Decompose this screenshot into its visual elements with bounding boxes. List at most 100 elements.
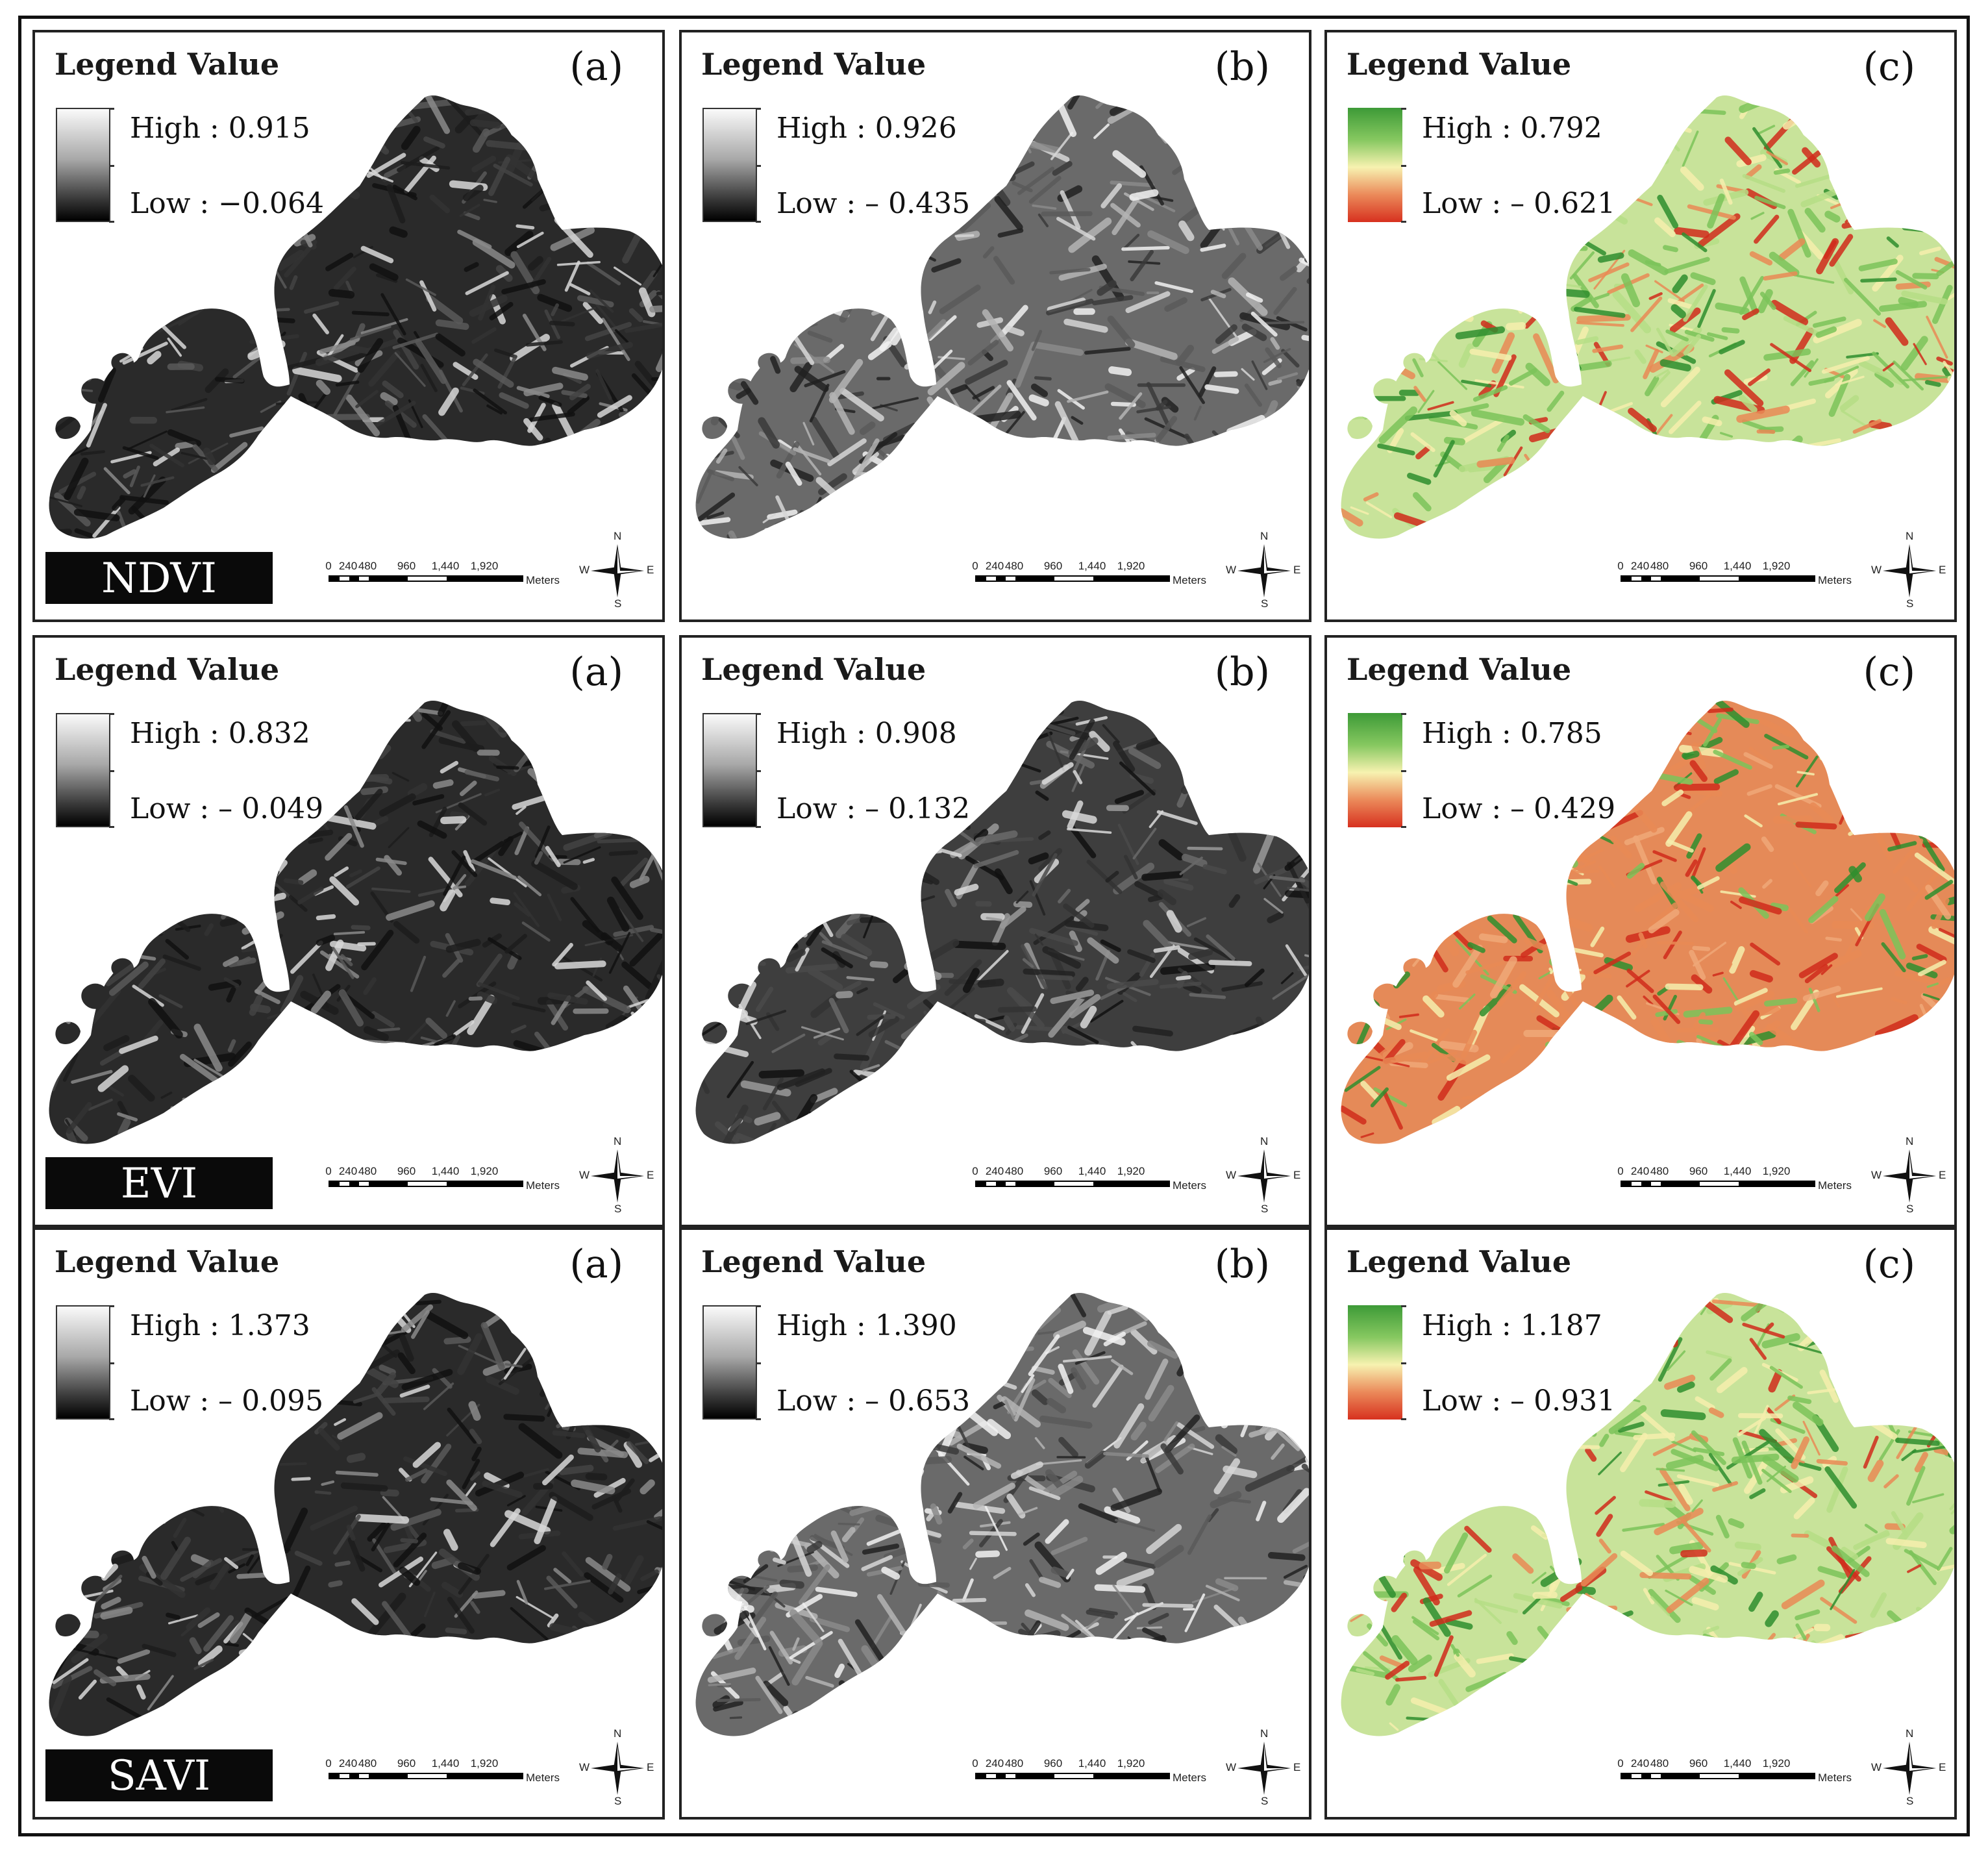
- legend-tick: [1401, 770, 1406, 772]
- study-area-map: [49, 1293, 662, 1736]
- map-panel: Legend Value (a) High : 0.915 Low : −0.064 0…: [32, 30, 665, 622]
- scale-bar-ticks: 0 240 480 960 1,440 1,920: [972, 560, 1196, 574]
- scale-bar-ticks: 0 240 480 960 1,440 1,920: [325, 1757, 549, 1771]
- figure-frame: [18, 16, 1970, 1836]
- compass-w-label: W: [579, 1761, 590, 1773]
- scale-tick-label: 480: [1650, 1757, 1669, 1770]
- legend-tick: [1401, 1305, 1406, 1307]
- scale-bar-graphic: [1621, 1181, 1815, 1187]
- scale-bar: 0 240 480 960 1,440 1,920 Meters: [1617, 560, 1852, 599]
- scale-tick-label: 1,440: [431, 1165, 460, 1177]
- legend-high-value: High : 1.373: [130, 1309, 310, 1342]
- legend-title: Legend Value: [1347, 47, 1572, 82]
- legend-tick: [109, 221, 114, 223]
- compass-s-label: S: [1906, 1203, 1914, 1215]
- scale-bar: 0 240 480 960 1,440 1,920 Meters: [1617, 1757, 1852, 1796]
- scale-tick-label: 1,920: [470, 1757, 499, 1770]
- scale-tick-label: 960: [1043, 560, 1063, 572]
- legend-tick: [109, 1305, 114, 1307]
- study-area-map: [49, 95, 662, 539]
- compass-s-label: S: [1906, 1795, 1914, 1807]
- legend-tick: [1401, 713, 1406, 715]
- legend-tick: [756, 1362, 761, 1364]
- north-arrow-icon: N S E W: [579, 1135, 654, 1215]
- scale-unit: Meters: [1173, 1771, 1206, 1784]
- panel-letter: (a): [569, 1242, 623, 1287]
- compass-n-label: N: [614, 530, 622, 542]
- legend-low-value: Low : – 0.653: [777, 1384, 971, 1418]
- scale-unit: Meters: [526, 1179, 560, 1192]
- compass-s-label: S: [1261, 1203, 1269, 1215]
- compass-w-label: W: [1226, 1761, 1237, 1773]
- scale-tick-label: 240: [1630, 560, 1650, 572]
- scale-tick-label: 960: [397, 560, 416, 572]
- legend-tick: [109, 826, 114, 828]
- panel-letter: (b): [1214, 649, 1270, 695]
- legend-color-ramp: [56, 1305, 110, 1420]
- legend-tick: [1401, 1362, 1406, 1364]
- scale-tick-label: 240: [985, 1165, 1004, 1177]
- compass-w-label: W: [1871, 564, 1882, 576]
- study-area-map: [1341, 95, 1954, 539]
- scale-tick-label: 1,440: [1078, 1165, 1106, 1177]
- legend-low-value: Low : – 0.435: [777, 187, 971, 220]
- compass-n-label: N: [614, 1727, 622, 1740]
- legend-title: Legend Value: [701, 652, 926, 687]
- scale-tick-label: 960: [1043, 1165, 1063, 1177]
- scale-tick-label: 240: [338, 1165, 358, 1177]
- legend-tick: [109, 165, 114, 167]
- legend-title: Legend Value: [1347, 1244, 1572, 1279]
- scale-bar-ticks: 0 240 480 960 1,440 1,920: [325, 560, 549, 574]
- scale-tick-label: 960: [1043, 1757, 1063, 1770]
- north-arrow-icon: N S E W: [1226, 1135, 1301, 1215]
- scale-bar-graphic: [975, 575, 1170, 582]
- compass-s-label: S: [614, 1795, 622, 1807]
- legend-low-value: Low : – 0.132: [777, 792, 971, 825]
- scale-tick-label: 1,920: [1762, 1165, 1791, 1177]
- legend-high-value: High : 0.832: [130, 717, 310, 750]
- scale-tick-label: 960: [397, 1165, 416, 1177]
- north-arrow-icon: N S E W: [1226, 1727, 1300, 1807]
- scale-unit: Meters: [1173, 1179, 1206, 1192]
- scale-tick-label: 1,440: [1078, 1757, 1106, 1770]
- scale-bar: 0 240 480 960 1,440 1,920 Meters: [1617, 1165, 1852, 1204]
- study-area-map: [49, 701, 662, 1144]
- legend-tick: [756, 713, 761, 715]
- legend-tick: [756, 108, 761, 110]
- legend-tick: [1401, 221, 1406, 223]
- map-panel: Legend Value (a) High : 0.832 Low : – 0.049…: [32, 635, 665, 1227]
- scale-bar-graphic: [975, 1773, 1170, 1779]
- scale-bar: 0 240 480 960 1,440 1,920 Meters: [972, 1165, 1206, 1204]
- legend-low-value: Low : −0.064: [130, 187, 324, 220]
- scale-tick-label: 480: [358, 1757, 377, 1770]
- scale-tick-label: 0: [1617, 1165, 1624, 1177]
- legend-tick: [756, 165, 761, 167]
- legend-color-ramp: [702, 713, 757, 827]
- scale-tick-label: 960: [397, 1757, 416, 1770]
- scale-bar-graphic: [329, 1773, 523, 1779]
- study-area-map: [695, 95, 1309, 539]
- scale-tick-label: 1,920: [470, 1165, 499, 1177]
- scale-tick-label: 1,440: [1723, 1757, 1752, 1770]
- legend-low-value: Low : – 0.931: [1422, 1384, 1616, 1418]
- legend-tick: [109, 108, 114, 110]
- legend-color-ramp: [1348, 108, 1402, 222]
- panel-letter: (a): [569, 44, 623, 90]
- legend-title: Legend Value: [55, 1244, 280, 1279]
- legend-tick: [1401, 165, 1406, 167]
- scale-tick-label: 960: [1689, 560, 1708, 572]
- compass-e-label: E: [1293, 1169, 1301, 1181]
- legend-high-value: High : 0.785: [1422, 717, 1602, 750]
- scale-bar-ticks: 0 240 480 960 1,440 1,920: [325, 1165, 549, 1179]
- scale-tick-label: 240: [985, 1757, 1004, 1770]
- compass-e-label: E: [1939, 1169, 1946, 1181]
- north-arrow-icon: N S E W: [1871, 1727, 1946, 1807]
- panel-letter: (c): [1863, 44, 1915, 90]
- scale-tick-label: 1,440: [1078, 560, 1106, 572]
- legend-tick: [1401, 1418, 1406, 1420]
- scale-unit: Meters: [526, 574, 560, 586]
- scale-bar-ticks: 0 240 480 960 1,440 1,920: [1617, 1757, 1841, 1771]
- legend-high-value: High : 0.792: [1422, 112, 1602, 145]
- compass-e-label: E: [647, 1761, 654, 1773]
- compass-n-label: N: [1906, 1135, 1914, 1147]
